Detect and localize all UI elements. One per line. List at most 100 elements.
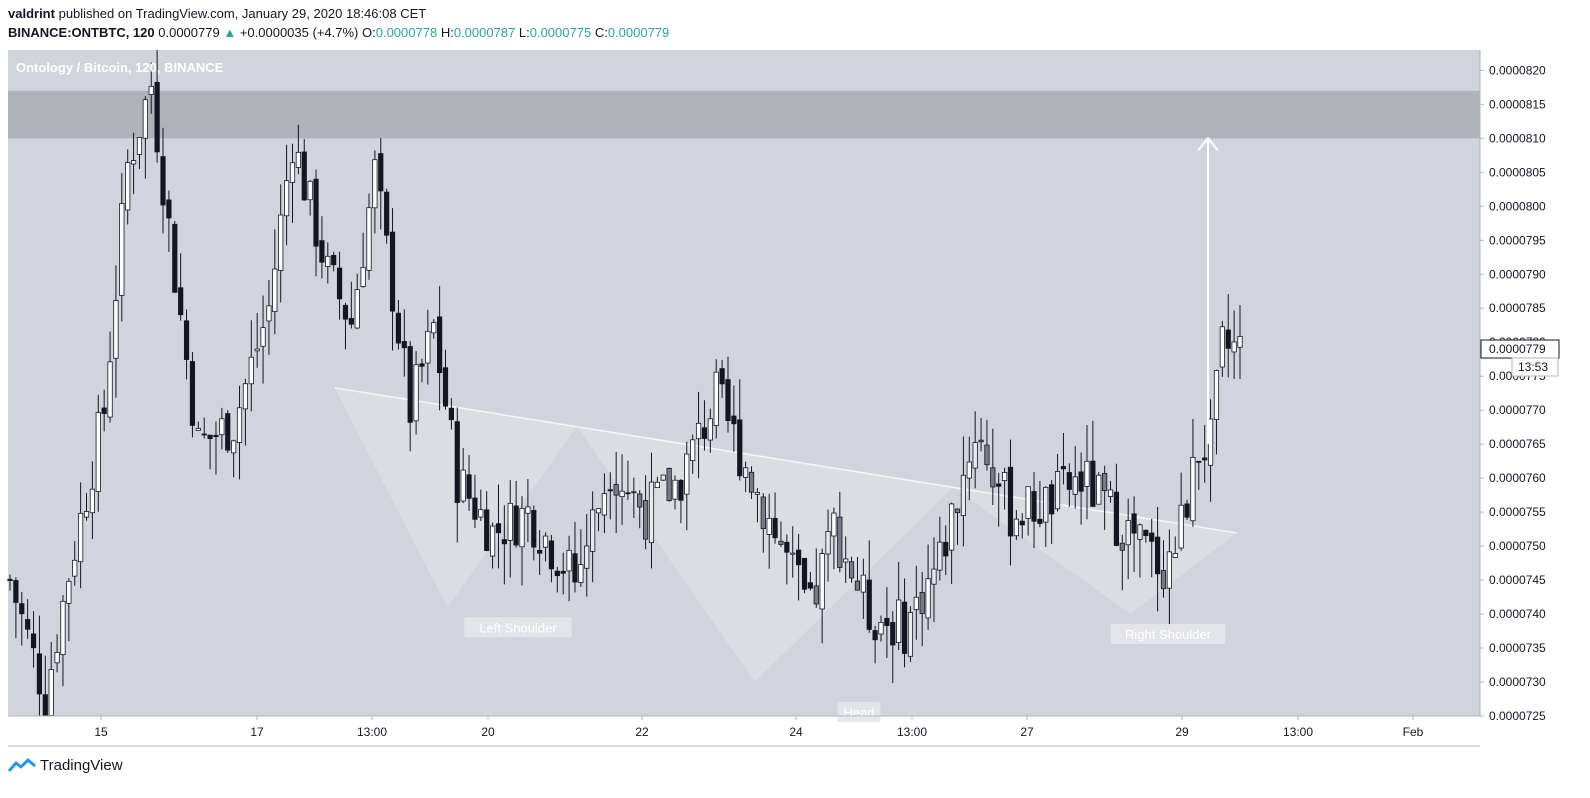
- neckline: [334, 386, 1237, 534]
- candle: [95, 412, 101, 492]
- candle: [595, 508, 602, 514]
- candle: [478, 509, 484, 518]
- candle: [807, 582, 813, 589]
- candle: [542, 535, 549, 548]
- candle: [619, 490, 625, 498]
- annotation-label-bg: [464, 617, 572, 638]
- candle: [360, 266, 366, 287]
- candle: [572, 553, 578, 583]
- candle: [1225, 329, 1231, 349]
- price-tick-label: 0.0000810: [1489, 131, 1546, 145]
- candle: [25, 619, 31, 630]
- candle: [307, 180, 313, 201]
- candle: [925, 578, 931, 619]
- footer-brand[interactable]: TradingView: [8, 757, 123, 774]
- candle: [560, 570, 566, 574]
- candle: [872, 630, 878, 641]
- candle: [760, 496, 766, 530]
- candle: [7, 578, 13, 582]
- candle: [772, 517, 778, 539]
- candle: [766, 517, 772, 535]
- candle: [231, 440, 237, 454]
- candle: [878, 622, 884, 635]
- price-axis[interactable]: [1480, 50, 1590, 716]
- candle: [378, 153, 384, 192]
- candle: [748, 471, 755, 493]
- candle: [225, 413, 231, 451]
- candle: [672, 479, 678, 500]
- candle: [1231, 341, 1237, 353]
- close-value: 0.0000779: [607, 25, 670, 40]
- candle: [960, 474, 966, 516]
- candle: [136, 137, 143, 155]
- candle: [719, 368, 725, 385]
- candle: [1078, 471, 1084, 492]
- candle: [1119, 542, 1125, 551]
- candle: [790, 552, 796, 555]
- candle: [354, 289, 360, 329]
- candle: [348, 318, 354, 325]
- time-tick-label: 13:00: [1283, 725, 1313, 739]
- candle: [1207, 418, 1214, 466]
- candle: [1202, 457, 1208, 461]
- candle: [1196, 460, 1202, 463]
- candle: [213, 434, 219, 438]
- candle: [1149, 532, 1155, 542]
- candle: [1213, 370, 1220, 420]
- candle: [125, 162, 131, 211]
- symbol-label: BINANCE:ONTBTC, 120: [8, 25, 155, 40]
- countdown-label: 13:53: [1518, 360, 1548, 374]
- candle: [425, 330, 431, 364]
- published-text: published on TradingView.com, January 29…: [58, 6, 427, 21]
- price-tick-label: 0.0000820: [1489, 63, 1546, 77]
- candle: [178, 287, 184, 316]
- author-name[interactable]: valdrint: [8, 6, 55, 21]
- candle: [731, 415, 737, 425]
- candle: [890, 622, 896, 646]
- price-tick-label: 0.0000800: [1489, 199, 1546, 213]
- candle: [1102, 473, 1108, 492]
- time-tick-label: 29: [1175, 725, 1189, 739]
- candle: [1019, 520, 1025, 526]
- candle: [660, 474, 666, 481]
- candle: [654, 481, 660, 488]
- time-tick-label: 24: [789, 725, 803, 739]
- candle: [407, 346, 413, 423]
- price-tick-label: 0.0000725: [1489, 709, 1546, 723]
- candle: [72, 559, 78, 577]
- candle: [166, 199, 172, 219]
- candle: [601, 493, 608, 516]
- candle: [1043, 486, 1049, 523]
- annotation-label: Left Shoulder: [479, 620, 557, 635]
- candle: [172, 223, 178, 293]
- candle: [884, 617, 890, 626]
- open-label: O:: [362, 25, 376, 40]
- candle: [837, 516, 843, 568]
- candle: [1060, 466, 1067, 470]
- open-value: 0.0000778: [375, 25, 438, 40]
- candle: [119, 203, 125, 296]
- candle: [319, 240, 325, 263]
- price-tick-label: 0.0000770: [1489, 403, 1546, 417]
- candle: [66, 580, 72, 604]
- candle: [130, 160, 137, 165]
- candle: [331, 254, 337, 266]
- candle: [154, 81, 160, 153]
- candle: [489, 525, 496, 557]
- candle: [454, 421, 460, 503]
- candle: [301, 151, 307, 201]
- candle: [437, 316, 443, 374]
- candle: [413, 364, 419, 422]
- candle: [1049, 484, 1055, 515]
- candle: [937, 541, 943, 571]
- candle: [466, 474, 472, 499]
- resistance-zone: [8, 90, 1480, 139]
- candle: [107, 361, 113, 418]
- price-tick-label: 0.0000760: [1489, 471, 1546, 485]
- candle: [89, 488, 95, 514]
- candle: [754, 491, 761, 495]
- candle: [848, 561, 855, 579]
- candle: [242, 383, 249, 410]
- candle: [707, 418, 713, 441]
